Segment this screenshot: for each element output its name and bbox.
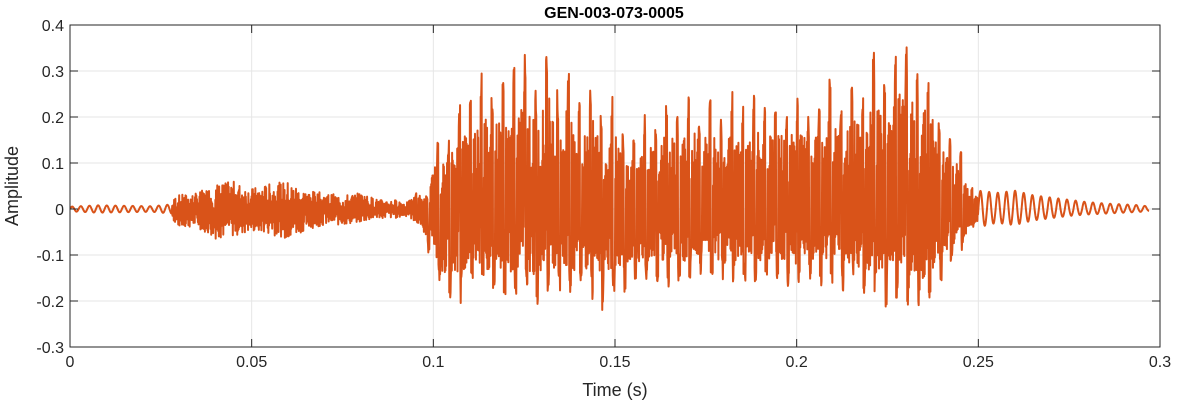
y-tick-label: -0.3 [36, 340, 64, 357]
y-axis-label: Amplitude [2, 146, 22, 226]
chart-title: GEN-003-073-0005 [544, 5, 684, 22]
y-tick-label: 0 [55, 202, 64, 219]
y-tick-label: 0.3 [42, 64, 64, 81]
x-tick-label: 0.25 [963, 354, 994, 371]
waveform-line [70, 46, 1150, 311]
x-tick-label: 0.15 [599, 354, 630, 371]
y-tick-labels: -0.3 -0.2 -0.1 0 0.1 0.2 0.3 0.4 [36, 18, 64, 357]
x-tick-label: 0.2 [786, 354, 808, 371]
x-tick-label: 0.05 [236, 354, 267, 371]
x-tick-label: 0.1 [422, 354, 444, 371]
plot-area [70, 46, 1150, 311]
y-tick-label: 0.2 [42, 110, 64, 127]
tick-marks [69, 24, 1161, 348]
x-tick-labels: 0 0.05 0.1 0.15 0.2 0.25 0.3 [66, 354, 1172, 371]
x-tick-label: 0.3 [1149, 354, 1171, 371]
y-tick-label: 0.4 [42, 18, 64, 35]
x-axis-label: Time (s) [582, 380, 647, 400]
x-tick-label: 0 [66, 354, 75, 371]
y-tick-label: 0.1 [42, 156, 64, 173]
y-tick-label: -0.1 [36, 248, 64, 265]
series-layer [70, 46, 1150, 311]
y-tick-label: -0.2 [36, 294, 64, 311]
